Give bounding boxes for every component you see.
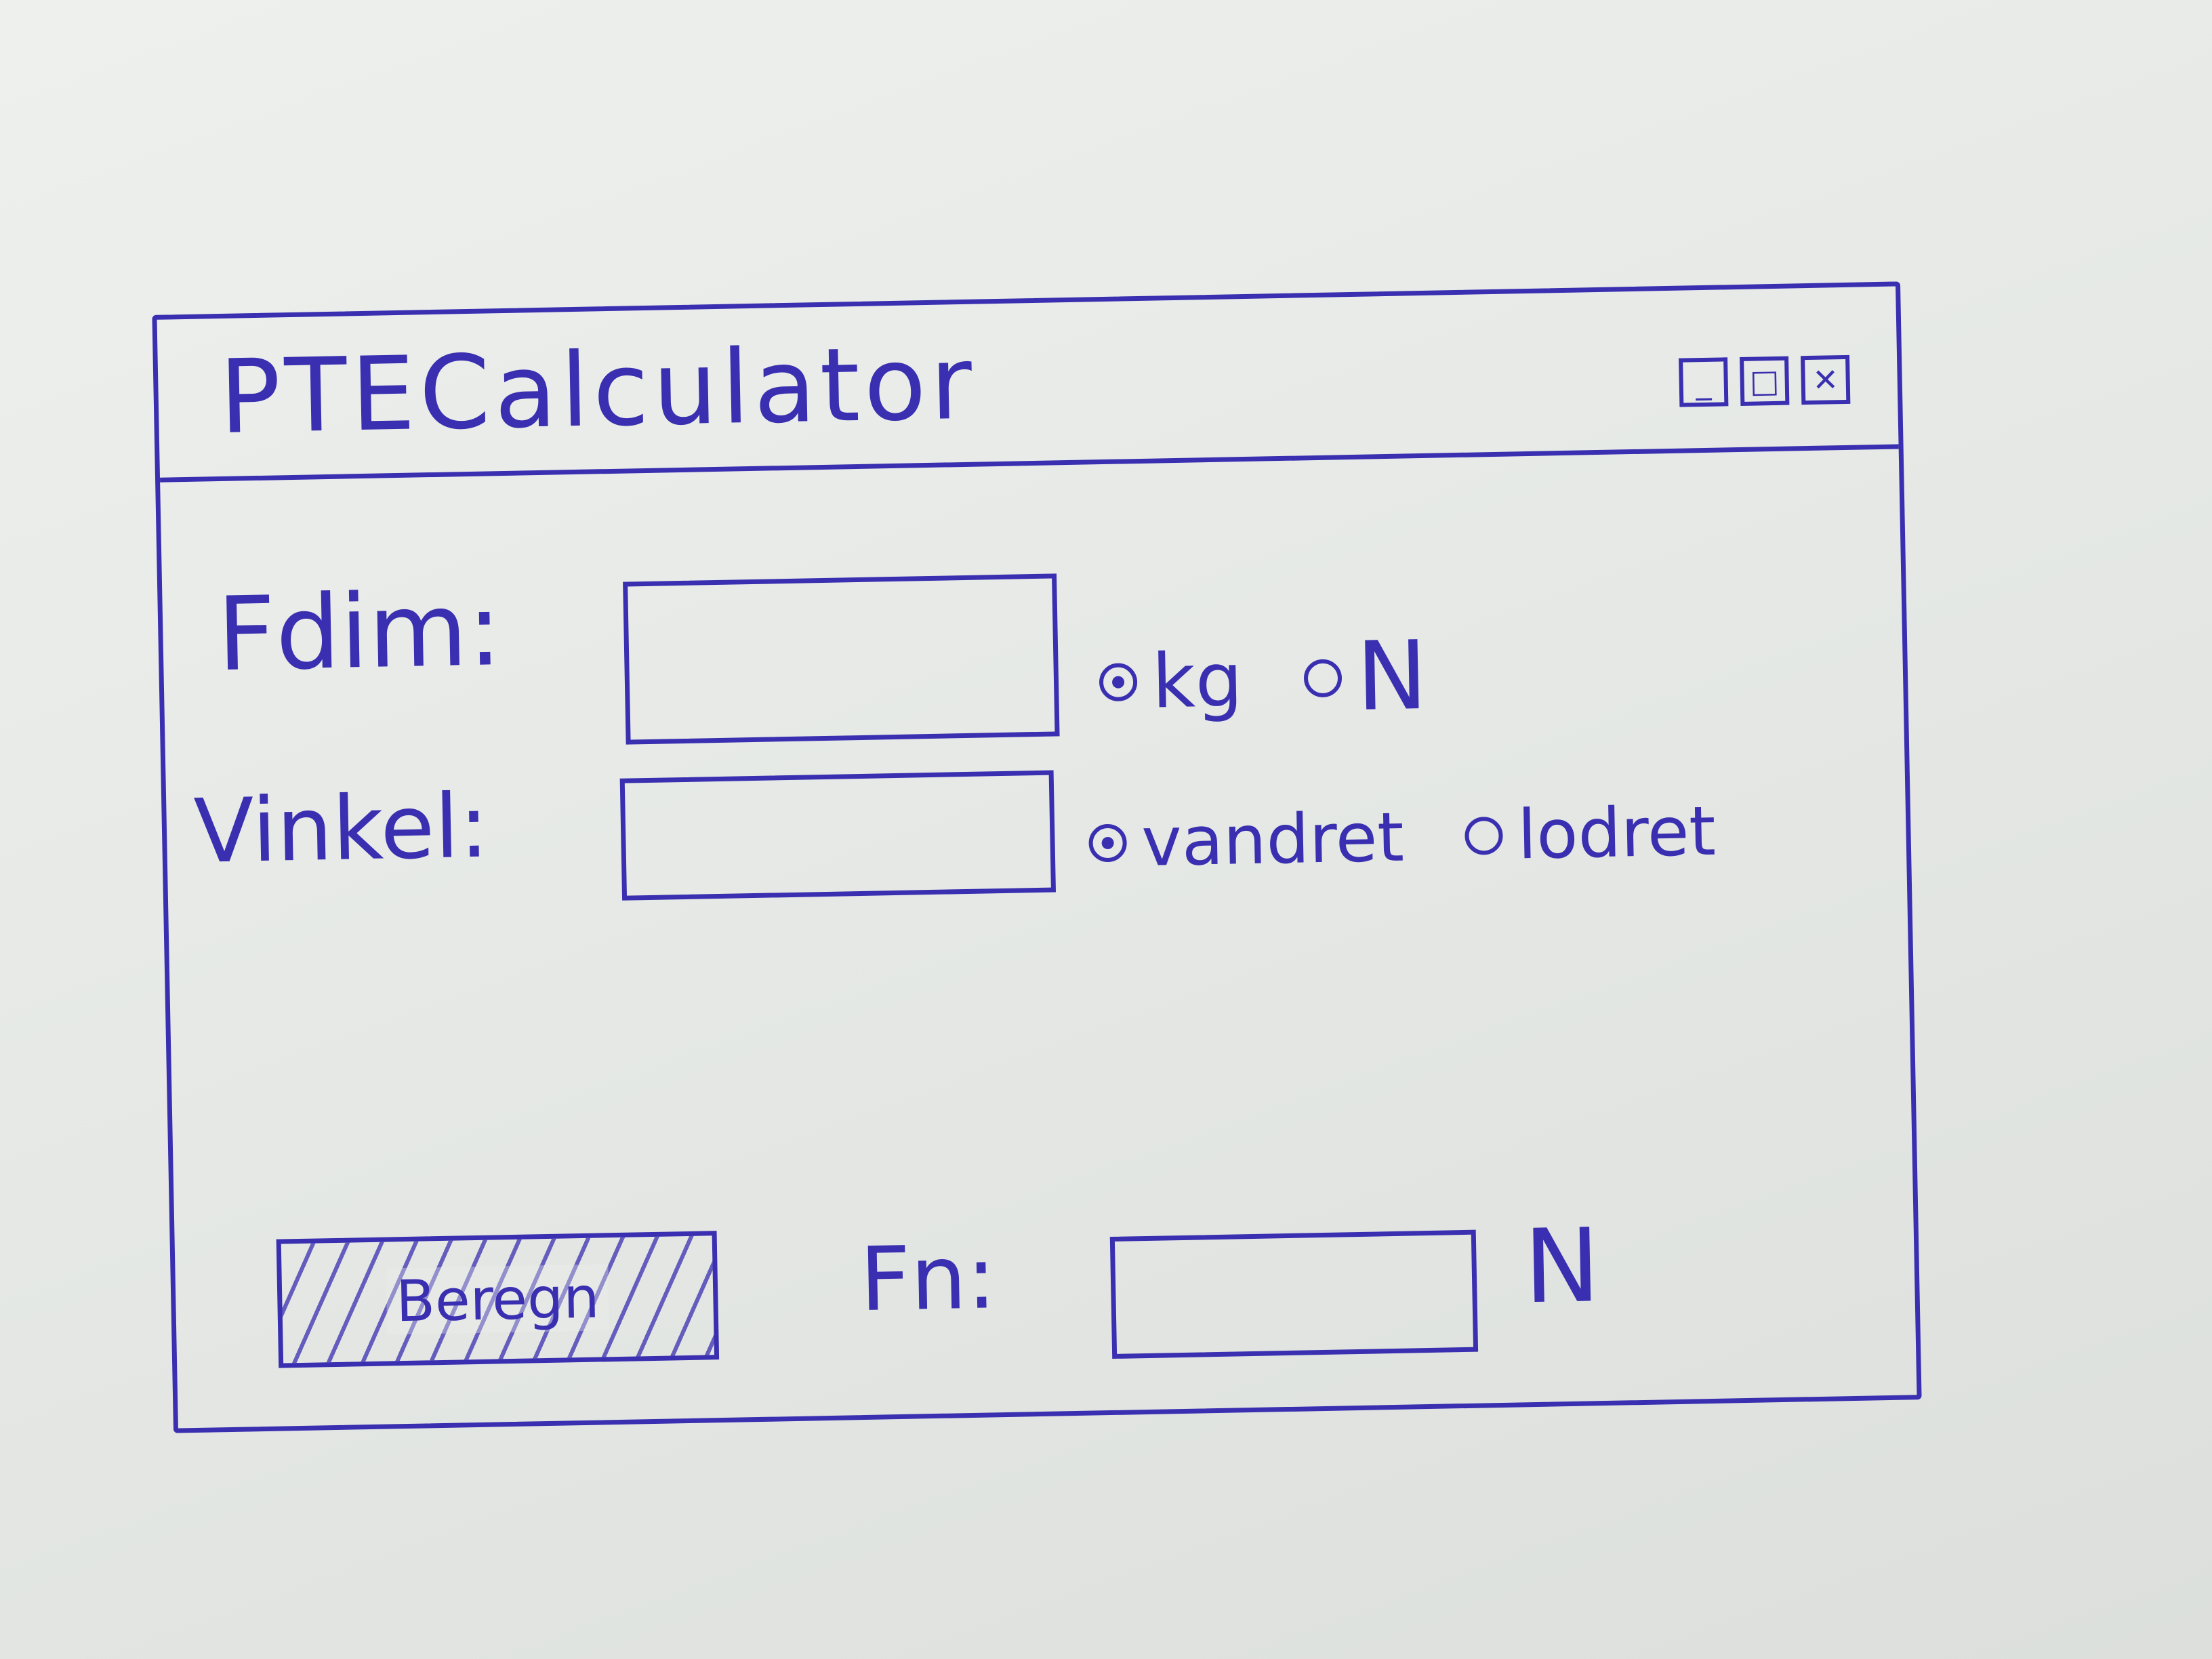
title-bar: PTECalculator _ □ ✕: [157, 286, 1899, 483]
orientation-radio-lodret[interactable]: [1464, 816, 1504, 855]
radio-selected-dot: [1111, 675, 1125, 689]
app-window: PTECalculator _ □ ✕ Fdim: kg N Vinkel: v…: [152, 281, 1922, 1433]
fdim-input[interactable]: [623, 573, 1060, 745]
unit-radio-kg[interactable]: [1099, 662, 1138, 701]
minimize-icon: _: [1695, 363, 1712, 401]
maximize-icon: □: [1749, 362, 1780, 400]
fdim-unit-group: kg N: [1098, 619, 1489, 737]
unit-label-n: N: [1355, 620, 1429, 733]
fn-label: Fn:: [859, 1225, 998, 1332]
vinkel-label: Vinkel:: [192, 774, 490, 883]
vinkel-input[interactable]: [619, 770, 1056, 901]
unit-label-kg: kg: [1151, 636, 1244, 725]
vinkel-orientation-group: vandret lodret: [1088, 791, 1717, 883]
fn-unit-label: N: [1523, 1207, 1601, 1327]
unit-radio-n[interactable]: [1303, 658, 1343, 697]
close-button[interactable]: ✕: [1801, 354, 1851, 405]
calculate-button[interactable]: Beregn: [276, 1231, 720, 1368]
window-title: PTECalculator: [218, 324, 977, 457]
radio-selected-dot: [1101, 836, 1114, 849]
maximize-button[interactable]: □: [1740, 356, 1790, 406]
orientation-label-lodret: lodret: [1517, 791, 1717, 875]
calculate-button-label: Beregn: [386, 1264, 610, 1335]
window-controls: _ □ ✕: [1679, 354, 1851, 407]
close-icon: ✕: [1811, 361, 1839, 398]
orientation-label-vandret: vandret: [1141, 797, 1405, 882]
minimize-button[interactable]: _: [1679, 357, 1729, 407]
orientation-radio-vandret[interactable]: [1088, 823, 1128, 863]
fdim-label: Fdim:: [216, 571, 503, 695]
fn-result-field[interactable]: [1109, 1229, 1479, 1359]
